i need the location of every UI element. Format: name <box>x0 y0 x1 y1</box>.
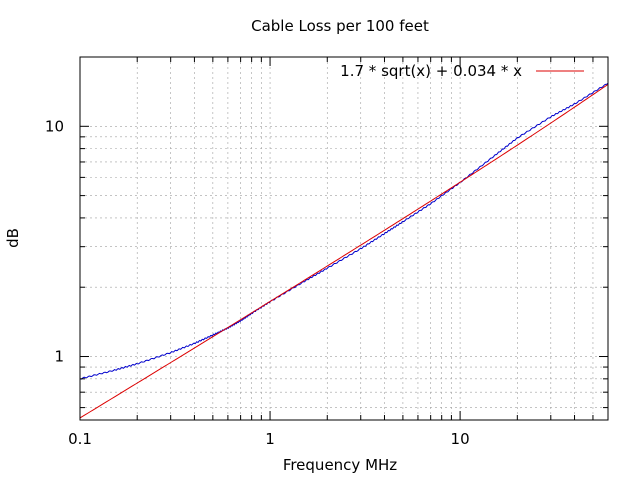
chart-title: Cable Loss per 100 feet <box>251 17 429 35</box>
axis-ticks: 0.1 1 10 1 10 <box>45 56 609 448</box>
y-tick-label: 1 <box>54 348 64 366</box>
x-tick-label: 1 <box>265 430 275 448</box>
x-tick-label: 0.1 <box>68 430 92 448</box>
y-axis-label: dB <box>4 228 22 248</box>
x-axis-label: Frequency MHz <box>283 456 397 474</box>
legend: 1.7 * sqrt(x) + 0.034 * x <box>340 62 584 80</box>
x-tick-label: 10 <box>451 430 470 448</box>
legend-label: 1.7 * sqrt(x) + 0.034 * x <box>340 62 522 80</box>
plot-series <box>79 82 609 419</box>
series-measured-line <box>79 82 609 380</box>
grid <box>80 57 608 420</box>
series-model-line <box>79 83 609 419</box>
plot-frame <box>79 56 609 421</box>
y-tick-label: 10 <box>45 117 64 135</box>
